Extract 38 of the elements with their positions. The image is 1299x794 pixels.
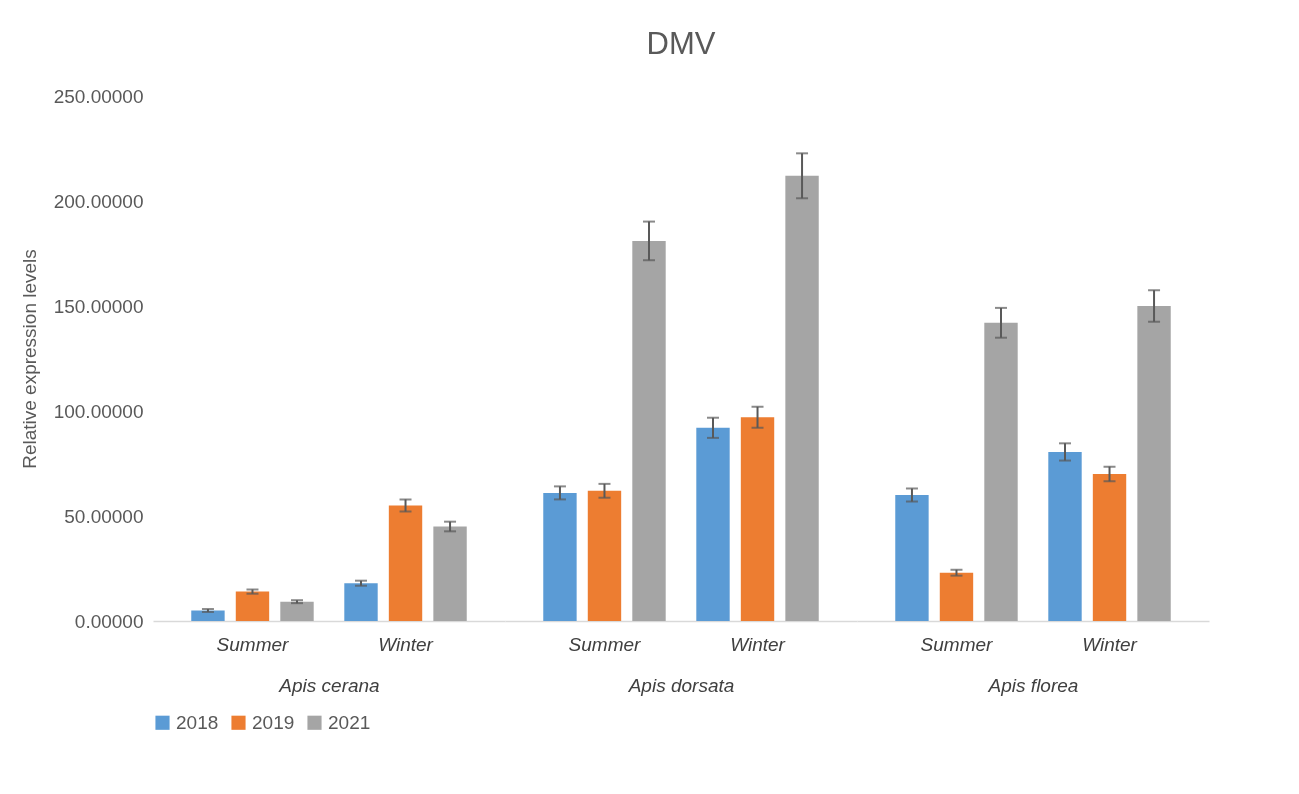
bar [235, 591, 270, 621]
bar [1137, 306, 1171, 621]
x-tick-label: Summer [920, 633, 994, 655]
bar [895, 495, 929, 621]
chart-title: DMV [646, 26, 716, 61]
bar [191, 610, 225, 621]
bar [344, 583, 378, 621]
x-axis-title: Apis cerana [278, 674, 380, 696]
bar [696, 427, 730, 621]
bar [1092, 474, 1127, 621]
bar [785, 175, 819, 621]
bar [1048, 451, 1082, 621]
bar [632, 240, 666, 621]
bar [939, 572, 974, 621]
y-tick-label: 50.00000 [64, 505, 144, 527]
bar [433, 526, 467, 621]
bar [984, 322, 1018, 621]
legend-label: 2021 [328, 711, 371, 733]
x-tick-label: Summer [216, 633, 290, 655]
bar [543, 492, 577, 621]
y-tick-label: 100.00000 [53, 400, 144, 422]
y-axis-title: Relative expression levels [18, 249, 40, 469]
x-tick-label: Winter [730, 633, 786, 655]
x-axis-title: Apis florea [987, 674, 1079, 696]
x-axis-title: Apis dorsata [627, 674, 735, 696]
bar [388, 505, 423, 621]
bar [587, 490, 622, 621]
y-tick-label: 150.00000 [53, 295, 144, 317]
y-tick-label: 200.00000 [53, 190, 144, 212]
legend-label: 2018 [176, 711, 219, 733]
y-tick-label: 0.00000 [74, 610, 144, 632]
x-tick-label: Winter [378, 633, 434, 655]
legend-label: 2019 [252, 711, 295, 733]
y-tick-label: 250.00000 [53, 85, 144, 107]
x-tick-label: Winter [1082, 633, 1138, 655]
x-tick-label: Summer [568, 633, 642, 655]
bar [280, 601, 314, 621]
bar [740, 417, 775, 621]
